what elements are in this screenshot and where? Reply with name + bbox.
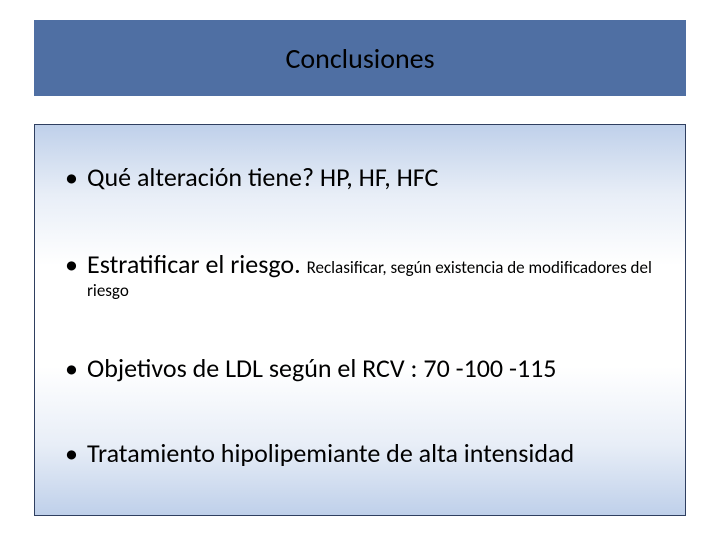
bullet-item-1: Qué alteración tiene? HP, HF, HFC (59, 161, 661, 194)
bullet-2-main: Estratificar el riesgo. (87, 248, 307, 280)
bullet-item-3: Objetivos de LDL según el RCV : 70 -100 … (59, 352, 661, 385)
bullet-4-text: Tratamiento hipolipemiante de alta inten… (87, 437, 574, 469)
content-box: Qué alteración tiene? HP, HF, HFC Estrat… (34, 124, 686, 516)
bullet-item-4: Tratamiento hipolipemiante de alta inten… (59, 437, 661, 470)
title-bar: Conclusiones (34, 20, 686, 96)
bullet-item-2: Estratificar el riesgo. Reclasificar, se… (59, 248, 661, 303)
bullet-1-text: Qué alteración tiene? HP, HF, HFC (87, 161, 438, 193)
slide-title: Conclusiones (285, 41, 434, 76)
bullet-3-text: Objetivos de LDL según el RCV : 70 -100 … (87, 352, 557, 384)
bullet-list: Qué alteración tiene? HP, HF, HFC Estrat… (59, 161, 661, 469)
